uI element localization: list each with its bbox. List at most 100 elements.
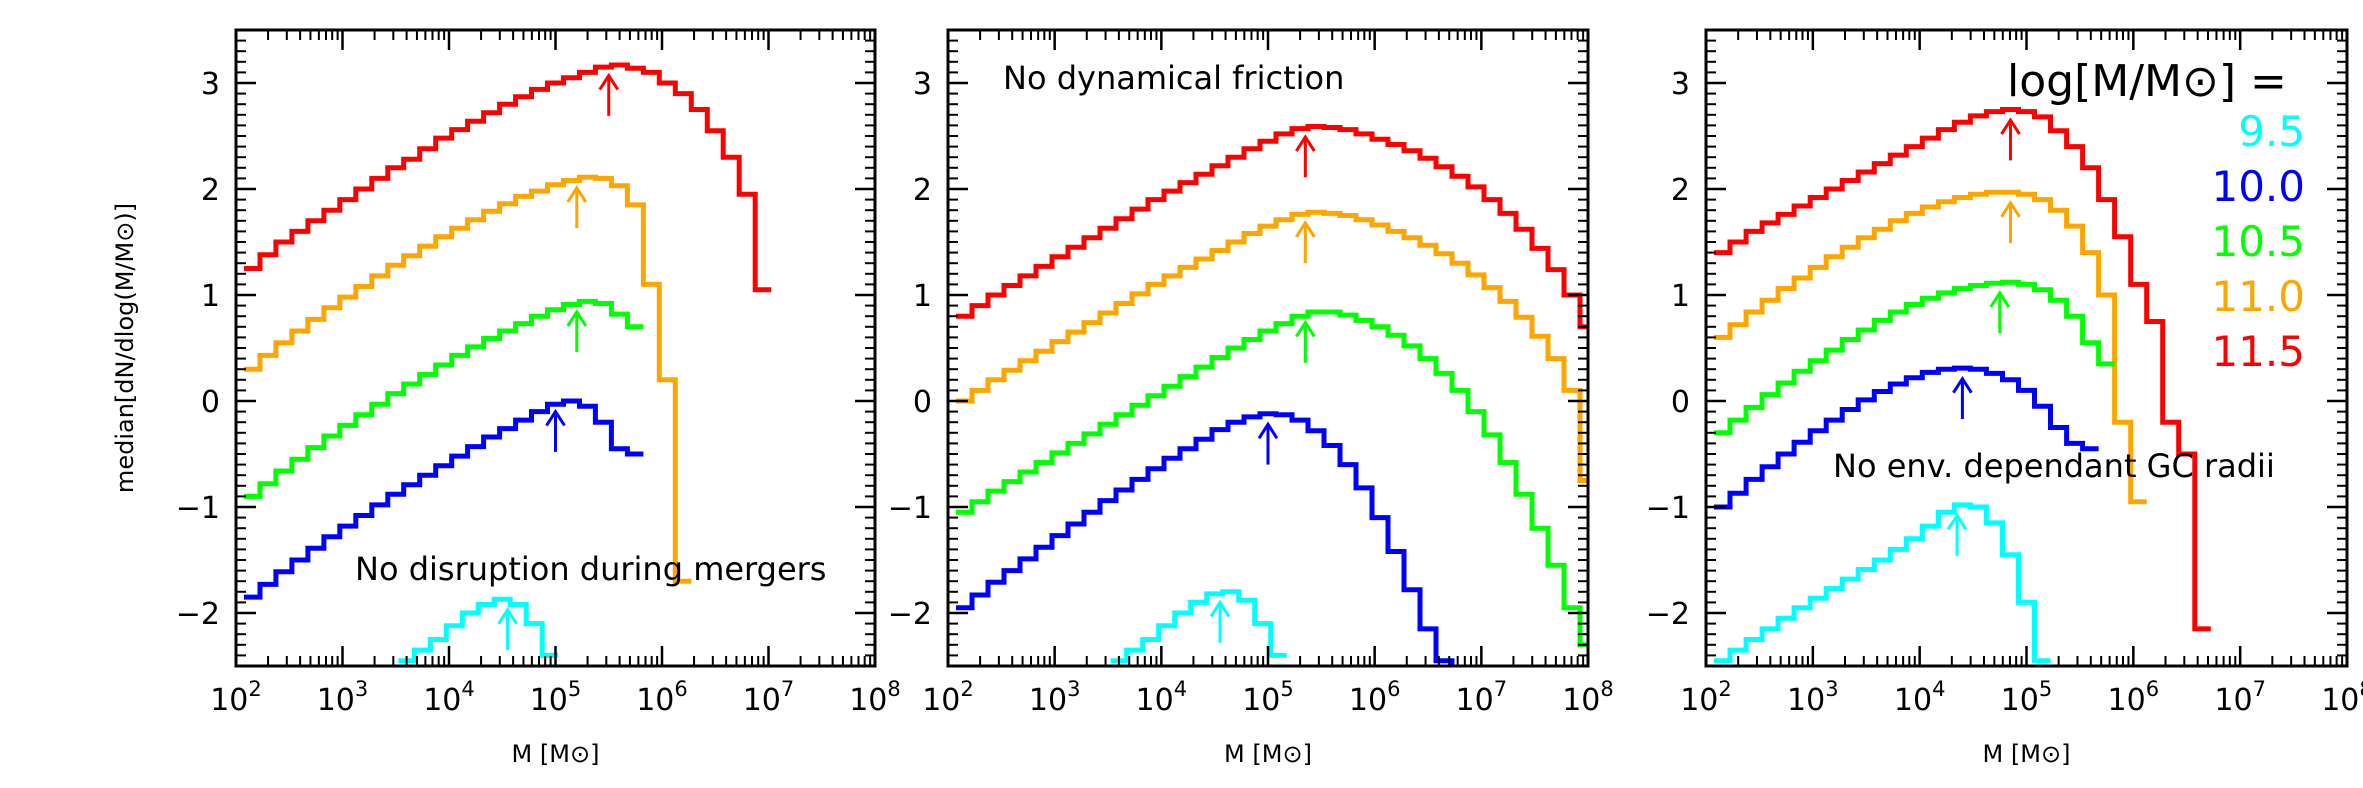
y-tick-label: 1 (1671, 279, 1690, 314)
tick-exponent: 2 (248, 677, 261, 701)
legend-title: log[M/M⊙] = (2007, 56, 2287, 107)
x-axis-label: M [M⊙] (1224, 740, 1312, 768)
series-line-10.5 (244, 298, 644, 499)
y-tick-label: 2 (913, 173, 932, 208)
peak-arrow-11.5 (598, 72, 620, 116)
series-line-10.5 (1714, 279, 2115, 436)
tick-base: 10 (2001, 683, 2039, 718)
x-tick-label: 104 (423, 677, 475, 718)
x-tick-label: 103 (1787, 677, 1839, 718)
x-tick-label: 106 (1349, 677, 1401, 718)
tick-base: 10 (210, 683, 248, 718)
series-line-9.5 (1110, 589, 1287, 664)
x-tick-label: 102 (922, 677, 974, 718)
peak-arrow-11.0 (1295, 220, 1316, 264)
tick-exponent: 8 (887, 677, 900, 701)
tick-base: 10 (1787, 683, 1825, 718)
arrow-head (1209, 599, 1231, 618)
arrow-head (2000, 200, 2021, 218)
peak-arrow-10.5 (1295, 319, 1316, 363)
annotation-no-env-dependant-radii: No env. dependant GC radii (1833, 447, 2275, 485)
y-tick-label: 2 (201, 173, 220, 208)
tick-exponent: 7 (781, 677, 794, 701)
y-tick-label: −2 (1646, 597, 1690, 632)
tick-base: 10 (1680, 683, 1718, 718)
x-tick-label: 102 (210, 677, 262, 718)
peak-arrow-11.0 (2000, 200, 2021, 244)
x-tick-label: 105 (2001, 677, 2053, 718)
tick-exponent: 5 (1280, 677, 1293, 701)
tick-base: 10 (1349, 683, 1387, 718)
tick-exponent: 6 (674, 677, 687, 701)
tick-base: 10 (636, 683, 674, 718)
tick-exponent: 4 (1932, 677, 1945, 701)
peak-arrow-11.0 (566, 185, 588, 229)
legend-entry-11.0: 11.0 (2211, 272, 2305, 321)
peak-arrow-11.5 (2000, 117, 2021, 161)
arrow-head (1295, 220, 1316, 238)
tick-exponent: 7 (2253, 677, 2266, 701)
arrow-head (1295, 319, 1316, 338)
peak-arrow-9.5 (497, 607, 518, 651)
y-tick-label: −1 (176, 491, 220, 526)
peak-arrow-10.0 (545, 408, 566, 452)
series-line-10.0 (956, 411, 1455, 666)
y-tick-label: 3 (1671, 67, 1690, 102)
series-line-11.0 (244, 174, 692, 584)
series-line-10.0 (244, 398, 644, 600)
plot-frame (946, 28, 1590, 668)
series-group (956, 124, 1588, 666)
annotation-no-disruption: No disruption during mergers (355, 550, 826, 588)
tick-exponent: 8 (1600, 677, 1613, 701)
legend-entry-9.5: 9.5 (2238, 107, 2305, 156)
tick-base: 10 (849, 683, 887, 718)
tick-base: 10 (1136, 683, 1174, 718)
tick-exponent: 2 (960, 677, 973, 701)
tick-base: 10 (1894, 683, 1932, 718)
tick-exponent: 2 (1718, 677, 1731, 701)
legend-entry-10.0: 10.0 (2211, 162, 2305, 211)
arrow-head (1989, 290, 2011, 308)
tick-exponent: 3 (355, 677, 368, 701)
tick-base: 10 (423, 683, 461, 718)
peak-arrow-9.5 (1209, 599, 1231, 643)
tick-exponent: 5 (568, 677, 581, 701)
x-tick-label: 106 (2108, 677, 2160, 718)
tick-exponent: 5 (2039, 677, 2052, 701)
y-tick-label: −1 (888, 491, 932, 526)
series-group (1714, 107, 2211, 664)
x-tick-label: 108 (2321, 677, 2363, 718)
x-tick-label: 107 (743, 677, 795, 718)
y-tick-label: 0 (913, 385, 932, 420)
x-tick-label: 103 (317, 677, 369, 718)
tick-base: 10 (922, 683, 960, 718)
y-tick-label: 3 (913, 67, 932, 102)
y-tick-label: 1 (201, 279, 220, 314)
peak-arrow-10.5 (1989, 290, 2011, 334)
series-group (244, 62, 772, 664)
legend-entry-10.5: 10.5 (2211, 217, 2305, 266)
series-line-11.0 (956, 209, 1588, 483)
y-tick-label: 0 (201, 385, 220, 420)
tick-base: 10 (1562, 683, 1600, 718)
tick-base: 10 (2214, 683, 2252, 718)
x-tick-label: 103 (1029, 677, 1081, 718)
tick-base: 10 (743, 683, 781, 718)
y-axis-label: median[dN/dlog(M/M⊙)] (111, 203, 139, 493)
tick-base: 10 (530, 683, 568, 718)
arrow-head (497, 607, 518, 625)
x-tick-label: 107 (1456, 677, 1508, 718)
arrow-head (1295, 134, 1316, 152)
peak-arrow-10.0 (1952, 375, 1973, 420)
series-line-9.5 (1714, 502, 2051, 664)
x-tick-label: 105 (1242, 677, 1294, 718)
y-tick-label: 2 (1671, 173, 1690, 208)
series-line-10.5 (956, 309, 1588, 648)
tick-exponent: 6 (1387, 677, 1400, 701)
series-line-9.5 (398, 596, 559, 664)
series-line-11.5 (956, 124, 1588, 330)
x-tick-label: 104 (1136, 677, 1188, 718)
